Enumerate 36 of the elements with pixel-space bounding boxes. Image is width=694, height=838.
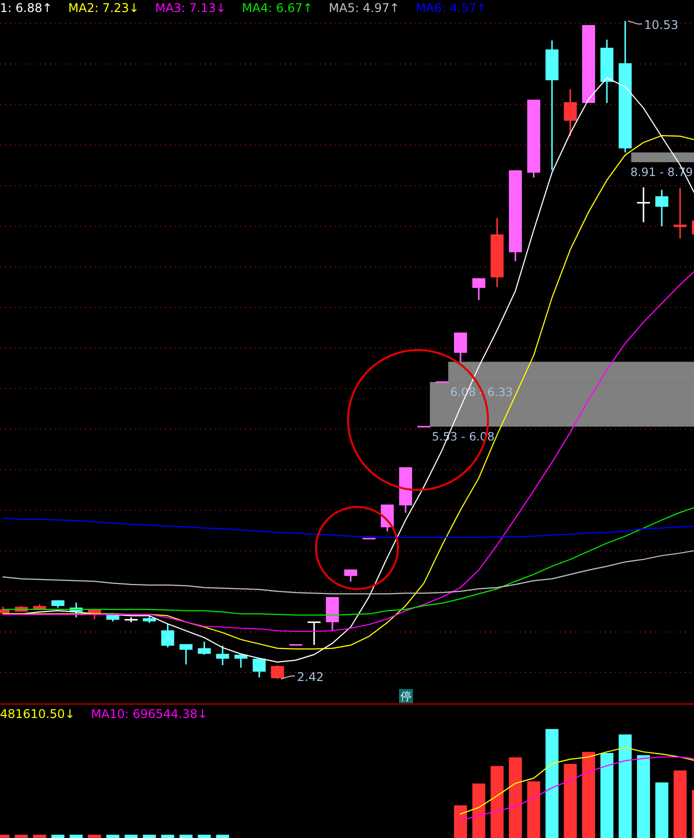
bar — [508, 757, 522, 838]
bar — [618, 734, 632, 838]
text: MA4: 6.67↑ — [242, 1, 313, 15]
text: MA10: 696544.38↓ — [90, 707, 208, 721]
bar — [51, 834, 64, 838]
annotation: 2.42 — [297, 670, 324, 684]
bar — [674, 770, 687, 838]
bar — [33, 834, 46, 838]
bar — [527, 781, 540, 838]
bar — [180, 834, 192, 838]
text: MA3: 7.13↓ — [155, 1, 226, 15]
annotation: 停 — [400, 690, 412, 703]
bar — [582, 752, 596, 838]
bar — [490, 766, 504, 838]
bar — [14, 834, 28, 838]
bar — [106, 834, 120, 838]
bar — [600, 752, 614, 838]
bar — [88, 834, 101, 838]
bar — [70, 834, 83, 838]
bar — [637, 755, 650, 838]
text: 481610.50↓ — [0, 707, 75, 721]
bar — [216, 834, 230, 838]
bar — [142, 834, 156, 838]
bar — [454, 805, 467, 838]
text: MA6: 4.57↑ — [416, 1, 486, 15]
bar — [198, 834, 211, 838]
bar — [546, 729, 558, 838]
bar — [655, 782, 668, 838]
text: MA2: 7.23↓ — [68, 1, 140, 15]
bar — [564, 764, 577, 838]
bar — [472, 784, 486, 838]
annotation: 10.53 — [644, 18, 678, 32]
text: MA5: 4.97↑ — [328, 1, 400, 15]
bar — [124, 834, 138, 838]
bar — [161, 834, 174, 838]
text: 1: 6.88↑ — [0, 1, 52, 15]
